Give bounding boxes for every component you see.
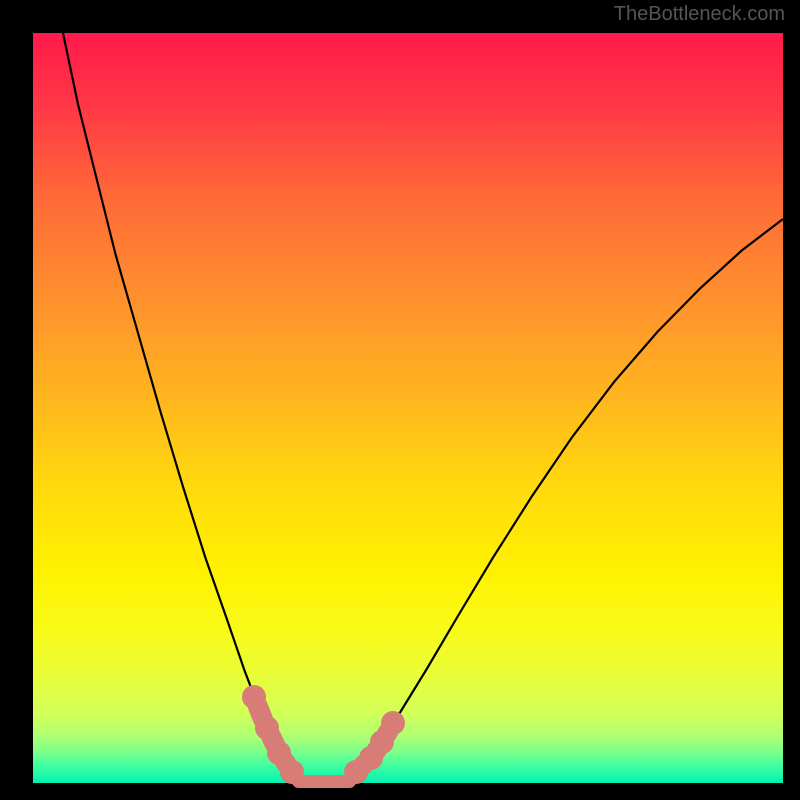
watermark-text: TheBottleneck.com	[614, 3, 785, 26]
marker-connector	[292, 775, 356, 788]
data-marker	[255, 716, 279, 740]
plot-area	[33, 33, 783, 783]
data-marker	[242, 685, 266, 709]
figure-root: TheBottleneck.com	[0, 0, 800, 800]
curve-layer	[33, 33, 783, 783]
bottleneck-curve	[63, 33, 783, 783]
data-marker	[381, 711, 405, 735]
